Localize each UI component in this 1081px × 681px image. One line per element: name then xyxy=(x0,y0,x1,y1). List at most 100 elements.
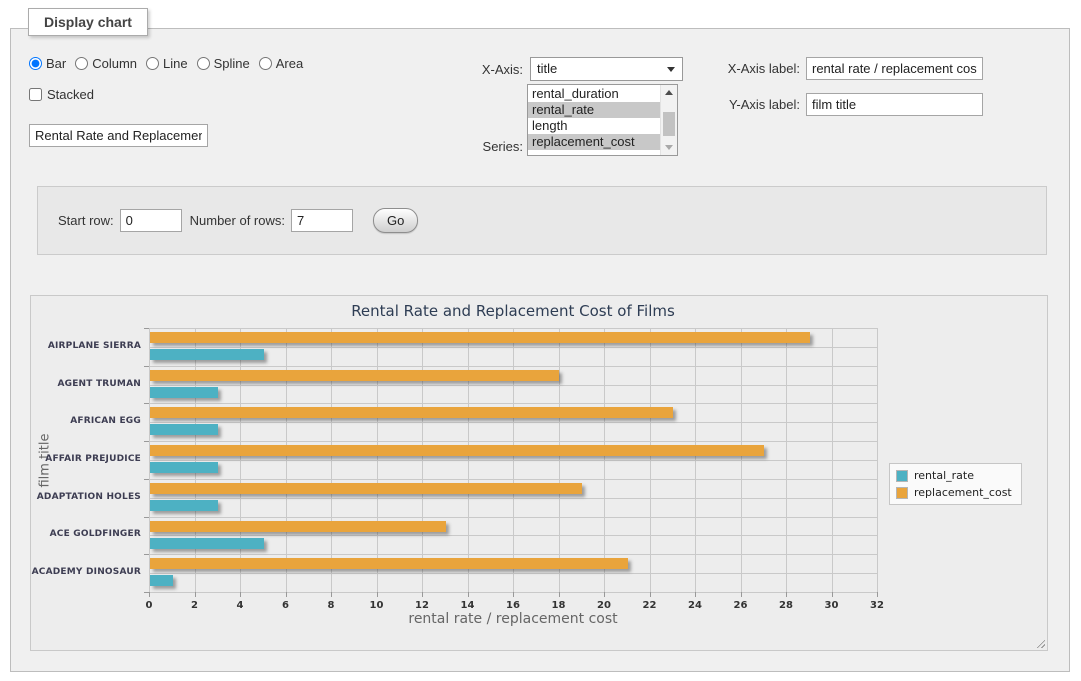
grid-line-v xyxy=(604,328,605,592)
x-axis-label-input[interactable] xyxy=(806,57,983,80)
x-axis-tick xyxy=(877,592,878,597)
chart-bar-rental_rate xyxy=(150,575,173,586)
chart-type-radio-bar[interactable] xyxy=(29,57,42,70)
chart-title-input[interactable] xyxy=(29,124,208,147)
chart-type-label: Area xyxy=(276,56,303,71)
chart-type-radio-area[interactable] xyxy=(259,57,272,70)
x-tick-label: 32 xyxy=(870,600,884,611)
series-option-length[interactable]: length xyxy=(528,118,660,134)
chart-bar-rental_rate xyxy=(150,387,218,398)
stacked-checkbox[interactable] xyxy=(29,88,42,101)
grid-line-v xyxy=(331,328,332,592)
y-axis-tick xyxy=(144,517,149,518)
x-tick-label: 26 xyxy=(734,600,748,611)
arrow-up-icon xyxy=(665,90,673,95)
y-axis-label-label: Y-Axis label: xyxy=(708,97,800,112)
series-option-rental_rate[interactable]: rental_rate xyxy=(528,102,660,118)
x-axis-selected-value: title xyxy=(537,61,557,76)
y-axis-tick xyxy=(144,366,149,367)
chart-type-option-column[interactable]: Column xyxy=(75,56,137,71)
chart-type-radio-column[interactable] xyxy=(75,57,88,70)
chart-bar-replacement_cost xyxy=(150,483,582,494)
chart-bar-replacement_cost xyxy=(150,370,559,381)
y-axis-tick xyxy=(144,441,149,442)
grid-line-v xyxy=(786,328,787,592)
x-axis-select[interactable]: title xyxy=(530,57,683,81)
chart-legend: rental_ratereplacement_cost xyxy=(889,463,1022,505)
grid-line-v xyxy=(468,328,469,592)
category-label: ADAPTATION HOLES xyxy=(31,492,141,502)
category-label: AIRPLANE SIERRA xyxy=(31,341,141,351)
scrollbar-up-button[interactable] xyxy=(661,85,677,100)
x-axis-tick xyxy=(741,592,742,597)
chart-type-option-line[interactable]: Line xyxy=(146,56,188,71)
x-axis-tick xyxy=(513,592,514,597)
grid-line-v xyxy=(650,328,651,592)
chart-type-label: Bar xyxy=(46,56,66,71)
category-label: ACE GOLDFINGER xyxy=(31,529,141,539)
legend-item-replacement_cost: replacement_cost xyxy=(896,486,1012,499)
series-option-rental_duration[interactable]: rental_duration xyxy=(528,86,660,102)
y-axis-tick xyxy=(144,328,149,329)
grid-line-v xyxy=(877,328,878,592)
legend-label: replacement_cost xyxy=(914,486,1012,499)
x-tick-label: 22 xyxy=(643,600,657,611)
x-axis-tick xyxy=(422,592,423,597)
start-row-input[interactable] xyxy=(120,209,182,232)
x-axis-tick xyxy=(286,592,287,597)
chart-bar-replacement_cost xyxy=(150,407,673,418)
chart-type-option-bar[interactable]: Bar xyxy=(29,56,66,71)
legend-swatch xyxy=(896,487,908,499)
y-axis-tick xyxy=(144,554,149,555)
chart-type-option-area[interactable]: Area xyxy=(259,56,303,71)
grid-line-v xyxy=(559,328,560,592)
x-axis-tick xyxy=(195,592,196,597)
series-options: rental_durationrental_ratelengthreplacem… xyxy=(528,86,660,150)
chart-bar-rental_rate xyxy=(150,462,218,473)
x-axis-label-label: X-Axis label: xyxy=(708,61,800,76)
x-tick-label: 14 xyxy=(461,600,475,611)
chart-type-radio-line[interactable] xyxy=(146,57,159,70)
chart-bar-replacement_cost xyxy=(150,521,446,532)
series-multiselect[interactable]: rental_durationrental_ratelengthreplacem… xyxy=(527,84,678,156)
series-select-label: Series: xyxy=(430,139,523,154)
go-button[interactable]: Go xyxy=(373,208,418,233)
x-axis-tick xyxy=(331,592,332,597)
category-label: ACADEMY DINOSAUR xyxy=(31,567,141,577)
start-row-label: Start row: xyxy=(58,213,114,228)
y-axis-tick xyxy=(144,403,149,404)
chevron-down-icon xyxy=(667,67,675,72)
stacked-label: Stacked xyxy=(47,87,94,102)
category-label: AFFAIR PREJUDICE xyxy=(31,454,141,464)
chart: Rental Rate and Replacement Cost of Film… xyxy=(30,295,1048,651)
number-of-rows-input[interactable] xyxy=(291,209,353,232)
scrollbar-down-button[interactable] xyxy=(661,140,677,155)
x-axis-tick xyxy=(695,592,696,597)
chart-bar-replacement_cost xyxy=(150,445,764,456)
resize-handle-icon[interactable] xyxy=(1034,637,1045,648)
x-tick-label: 30 xyxy=(825,600,839,611)
chart-type-option-spline[interactable]: Spline xyxy=(197,56,250,71)
y-axis-label-input[interactable] xyxy=(806,93,983,116)
y-axis-tick xyxy=(144,592,149,593)
x-tick-label: 28 xyxy=(779,600,793,611)
grid-line-v xyxy=(695,328,696,592)
grid-line-v xyxy=(149,328,150,592)
scrollbar[interactable] xyxy=(660,85,677,155)
x-tick-label: 10 xyxy=(370,600,384,611)
chart-bar-rental_rate xyxy=(150,424,218,435)
x-tick-label: 16 xyxy=(506,600,520,611)
scrollbar-thumb[interactable] xyxy=(663,112,675,136)
grid-line-v xyxy=(832,328,833,592)
chart-bar-rental_rate xyxy=(150,500,218,511)
x-axis-tick xyxy=(240,592,241,597)
x-tick-label: 0 xyxy=(146,600,153,611)
x-tick-label: 4 xyxy=(237,600,244,611)
x-tick-label: 24 xyxy=(688,600,702,611)
x-axis-tick xyxy=(786,592,787,597)
x-tick-label: 8 xyxy=(328,600,335,611)
x-axis-select-label: X-Axis: xyxy=(430,62,523,77)
chart-type-radio-spline[interactable] xyxy=(197,57,210,70)
series-option-replacement_cost[interactable]: replacement_cost xyxy=(528,134,660,150)
grid-line-v xyxy=(422,328,423,592)
